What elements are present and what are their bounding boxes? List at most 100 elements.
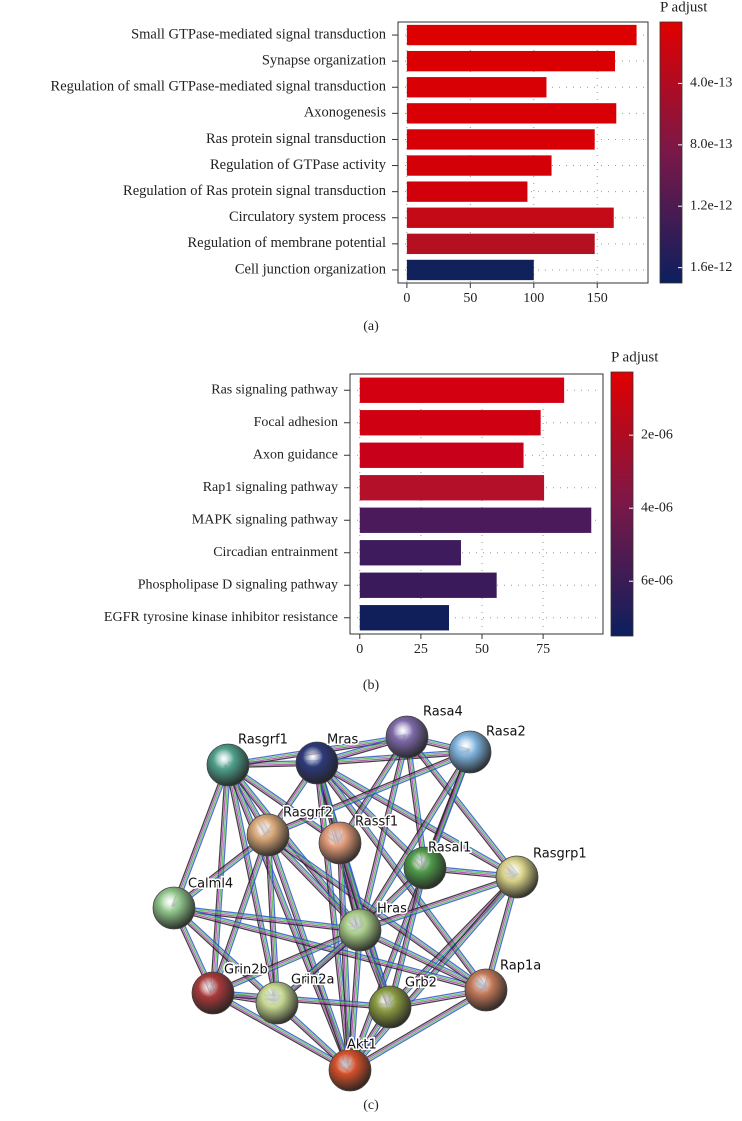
network-edge <box>212 993 390 1009</box>
bar <box>359 507 592 533</box>
network-edge <box>361 752 473 932</box>
bar <box>406 259 534 281</box>
bar <box>359 377 565 403</box>
bar <box>406 24 637 46</box>
node-label: Mras <box>327 733 359 748</box>
network-edge <box>350 930 362 1071</box>
network-edge <box>227 765 340 845</box>
network-node <box>403 846 447 890</box>
network-node <box>385 715 429 759</box>
bar <box>359 442 524 468</box>
network-edge <box>173 908 486 992</box>
network-edge <box>340 842 352 1070</box>
network-edge <box>347 750 469 1070</box>
network-edge <box>407 736 519 877</box>
network-edge <box>360 752 472 931</box>
network-edge <box>348 987 486 1069</box>
network-edge <box>314 764 485 992</box>
network-edge <box>213 989 391 1006</box>
category-label: Ras signaling pathway <box>211 382 338 397</box>
category-label: Axon guidance <box>253 447 338 462</box>
network-edge <box>351 930 364 1071</box>
category-label: Regulation of small GTPase-mediated sign… <box>51 79 387 95</box>
colorbar-tick-label: 4.0e-13 <box>690 76 732 91</box>
network-node <box>206 743 250 787</box>
network-edge <box>387 867 424 1007</box>
network-node <box>368 985 412 1029</box>
network-edge <box>346 929 359 1070</box>
bar <box>359 540 461 566</box>
node-label: Rasa4 <box>423 705 463 720</box>
network-edge <box>228 764 362 930</box>
bar <box>359 572 497 598</box>
network-node <box>246 813 290 857</box>
network-edge <box>174 906 361 930</box>
colorbar-tick-label: 6e-06 <box>641 573 673 588</box>
network-node <box>448 730 492 774</box>
network-edge <box>358 736 407 930</box>
network-edge <box>213 990 352 1069</box>
network-edge <box>212 993 350 1072</box>
network-edge <box>213 930 361 995</box>
network-node <box>338 908 382 952</box>
network-node <box>191 971 235 1015</box>
network-edge <box>404 738 516 879</box>
node-label: Rasal1 <box>428 841 471 856</box>
network-edge <box>211 927 360 992</box>
network-edge <box>173 908 360 932</box>
network-edge <box>388 867 425 1007</box>
x-tick-label: 0 <box>403 291 410 306</box>
network-node <box>464 968 508 1012</box>
network-edge <box>229 763 353 1070</box>
colorbar-title: P adjust <box>660 0 708 15</box>
network-edge <box>268 753 472 838</box>
category-label: Synapse organization <box>262 52 387 68</box>
network-edge <box>173 909 486 993</box>
node-label: Rasa2 <box>486 725 526 740</box>
node-label: Rasgrf2 <box>283 806 333 821</box>
network-edge <box>387 874 516 1006</box>
panel-caption: (b) <box>363 678 380 693</box>
network-edge <box>317 752 471 765</box>
network-edge <box>175 905 280 1002</box>
network-edge <box>229 764 280 1003</box>
bar <box>359 475 545 501</box>
network-edge <box>338 843 350 1071</box>
node-label: Rassf1 <box>355 815 398 830</box>
network-edge <box>357 736 406 930</box>
network-edge <box>214 765 232 994</box>
bar <box>406 181 528 202</box>
category-label: Phospholipase D signaling pathway <box>138 577 338 592</box>
network-node <box>152 886 196 930</box>
colorbar-tick-label: 1.2e-12 <box>690 198 732 213</box>
category-label: Cell junction organization <box>235 261 387 277</box>
network-edge <box>317 760 519 876</box>
network-node <box>295 741 339 785</box>
network-edge <box>226 765 350 1071</box>
network-edge <box>267 750 470 835</box>
network-node <box>255 981 299 1025</box>
network-edge <box>358 751 470 930</box>
bar <box>406 50 616 72</box>
network-edge <box>360 878 518 933</box>
category-label: Regulation of membrane potential <box>187 235 386 251</box>
network-edge <box>391 868 428 1008</box>
network-edge <box>212 994 390 1011</box>
network-edge <box>317 761 427 868</box>
network-edge <box>211 764 228 993</box>
network-node <box>328 1048 372 1092</box>
node-label: Akt1 <box>347 1038 377 1053</box>
network-edge <box>268 752 471 837</box>
network-edge <box>209 764 227 993</box>
category-label: EGFR tyrosine kinase inhibitor resistanc… <box>104 610 338 625</box>
category-label: Regulation of GTPase activity <box>210 157 387 173</box>
network-edge <box>359 930 486 992</box>
network-edge <box>347 875 516 1069</box>
network-edge <box>171 909 276 1006</box>
network-edge <box>174 905 487 989</box>
network-edge <box>213 835 270 994</box>
node-label: Hras <box>377 902 407 917</box>
node-label: Calml4 <box>188 877 233 892</box>
colorbar-tick-label: 2e-06 <box>641 427 673 442</box>
network-edge <box>174 906 487 990</box>
